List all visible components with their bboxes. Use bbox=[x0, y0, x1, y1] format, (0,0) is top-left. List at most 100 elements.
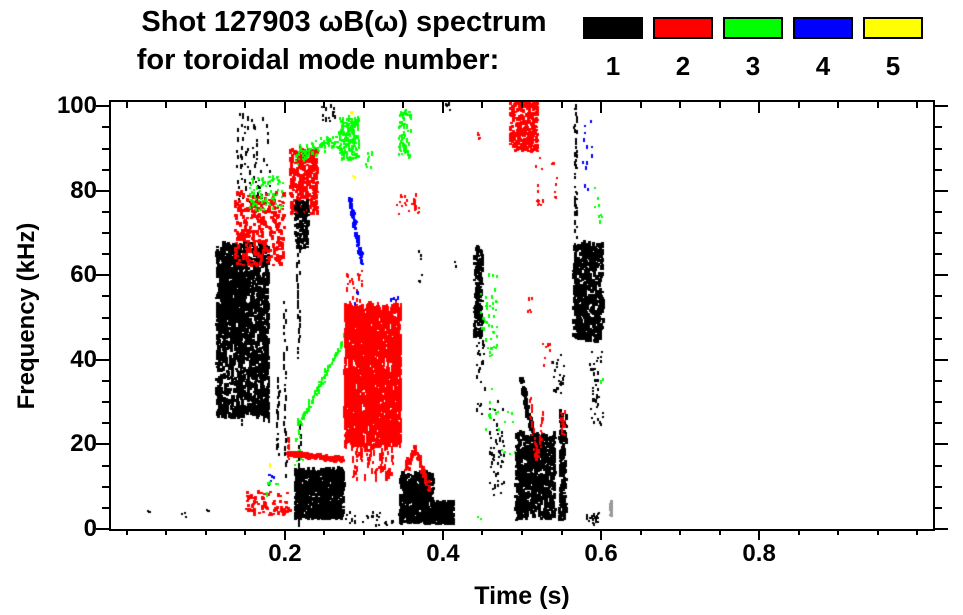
x-minor-tick bbox=[798, 102, 800, 108]
legend-entry-mode-1: 1 bbox=[583, 17, 643, 79]
x-minor-tick bbox=[877, 102, 879, 108]
y-axis-title: Frequency (kHz) bbox=[13, 222, 40, 410]
y-major-tick bbox=[96, 443, 109, 445]
x-major-tick bbox=[758, 529, 760, 540]
x-minor-tick bbox=[877, 529, 879, 535]
y-minor-tick bbox=[935, 169, 942, 171]
x-minor-tick bbox=[205, 102, 207, 108]
x-minor-tick bbox=[640, 102, 642, 108]
y-major-tick bbox=[935, 190, 948, 192]
x-minor-tick bbox=[244, 102, 246, 108]
y-major-tick bbox=[935, 528, 948, 530]
x-minor-tick bbox=[837, 102, 839, 108]
y-minor-tick bbox=[102, 253, 109, 255]
y-major-tick bbox=[935, 274, 948, 276]
y-minor-tick bbox=[102, 295, 109, 297]
y-minor-tick bbox=[935, 232, 942, 234]
y-minor-tick bbox=[102, 507, 109, 509]
y-minor-tick bbox=[935, 401, 942, 403]
x-minor-tick bbox=[521, 529, 523, 535]
x-minor-tick bbox=[363, 102, 365, 108]
x-major-tick bbox=[758, 102, 760, 113]
y-minor-tick bbox=[102, 211, 109, 213]
y-minor-tick bbox=[102, 338, 109, 340]
y-minor-tick bbox=[102, 486, 109, 488]
legend-label: 1 bbox=[605, 51, 621, 81]
legend-entry-mode-5: 5 bbox=[863, 17, 923, 79]
y-tick-label: 40 bbox=[70, 345, 97, 373]
x-minor-tick bbox=[561, 529, 563, 535]
x-major-tick bbox=[600, 102, 602, 113]
legend-entry-mode-4: 4 bbox=[793, 17, 853, 79]
x-minor-tick bbox=[244, 529, 246, 535]
y-major-tick bbox=[935, 443, 948, 445]
y-minor-tick bbox=[935, 317, 942, 319]
y-minor-tick bbox=[935, 211, 942, 213]
x-minor-tick bbox=[916, 102, 918, 108]
x-minor-tick bbox=[323, 529, 325, 535]
x-minor-tick bbox=[363, 529, 365, 535]
x-tick-label: 0.2 bbox=[268, 540, 302, 567]
x-minor-tick bbox=[402, 102, 404, 108]
x-minor-tick bbox=[481, 102, 483, 108]
y-minor-tick bbox=[102, 169, 109, 171]
y-tick-label: 80 bbox=[70, 176, 97, 204]
page-subtitle: for toroidal mode number: bbox=[136, 44, 500, 76]
y-minor-tick bbox=[935, 148, 942, 150]
legend-swatch-icon bbox=[583, 17, 643, 39]
legend-swatch-icon bbox=[723, 17, 783, 39]
legend-swatch-icon bbox=[863, 17, 923, 39]
y-major-tick bbox=[935, 105, 948, 107]
x-minor-tick bbox=[126, 529, 128, 535]
x-major-tick bbox=[600, 529, 602, 540]
y-major-tick bbox=[96, 190, 109, 192]
x-minor-tick bbox=[640, 529, 642, 535]
x-minor-tick bbox=[561, 102, 563, 108]
y-minor-tick bbox=[102, 317, 109, 319]
y-minor-tick bbox=[935, 486, 942, 488]
x-minor-tick bbox=[323, 102, 325, 108]
y-minor-tick bbox=[102, 422, 109, 424]
legend-swatch-icon bbox=[793, 17, 853, 39]
x-minor-tick bbox=[205, 529, 207, 535]
y-minor-tick bbox=[935, 465, 942, 467]
y-tick-label: 20 bbox=[70, 430, 97, 458]
x-major-tick bbox=[284, 102, 286, 113]
y-major-tick bbox=[96, 359, 109, 361]
y-minor-tick bbox=[935, 126, 942, 128]
x-major-tick bbox=[284, 529, 286, 540]
x-minor-tick bbox=[165, 102, 167, 108]
y-minor-tick bbox=[102, 465, 109, 467]
x-tick-label: 0.4 bbox=[426, 540, 460, 567]
x-minor-tick bbox=[719, 102, 721, 108]
x-axis-title: Time (s) bbox=[474, 582, 570, 610]
y-minor-tick bbox=[102, 401, 109, 403]
y-tick-label: 100 bbox=[56, 92, 97, 120]
x-minor-tick bbox=[481, 529, 483, 535]
x-minor-tick bbox=[837, 529, 839, 535]
y-minor-tick bbox=[935, 338, 942, 340]
y-minor-tick bbox=[935, 253, 942, 255]
x-minor-tick bbox=[165, 529, 167, 535]
y-tick-label: 60 bbox=[70, 261, 97, 289]
mode-legend: 1 2 3 4 5 bbox=[583, 17, 923, 79]
legend-label: 5 bbox=[885, 51, 901, 81]
y-major-tick bbox=[96, 528, 109, 530]
x-minor-tick bbox=[402, 529, 404, 535]
y-minor-tick bbox=[102, 380, 109, 382]
x-minor-tick bbox=[679, 529, 681, 535]
y-minor-tick bbox=[935, 422, 942, 424]
x-tick-label: 0.6 bbox=[584, 540, 618, 567]
x-major-tick bbox=[442, 529, 444, 540]
x-minor-tick bbox=[679, 102, 681, 108]
x-major-tick bbox=[442, 102, 444, 113]
legend-entry-mode-3: 3 bbox=[723, 17, 783, 79]
x-minor-tick bbox=[798, 529, 800, 535]
legend-label: 2 bbox=[675, 51, 691, 81]
x-tick-label: 0.8 bbox=[742, 540, 776, 567]
spectrogram-canvas bbox=[111, 102, 933, 529]
y-minor-tick bbox=[935, 507, 942, 509]
y-major-tick bbox=[96, 105, 109, 107]
y-major-tick bbox=[96, 274, 109, 276]
